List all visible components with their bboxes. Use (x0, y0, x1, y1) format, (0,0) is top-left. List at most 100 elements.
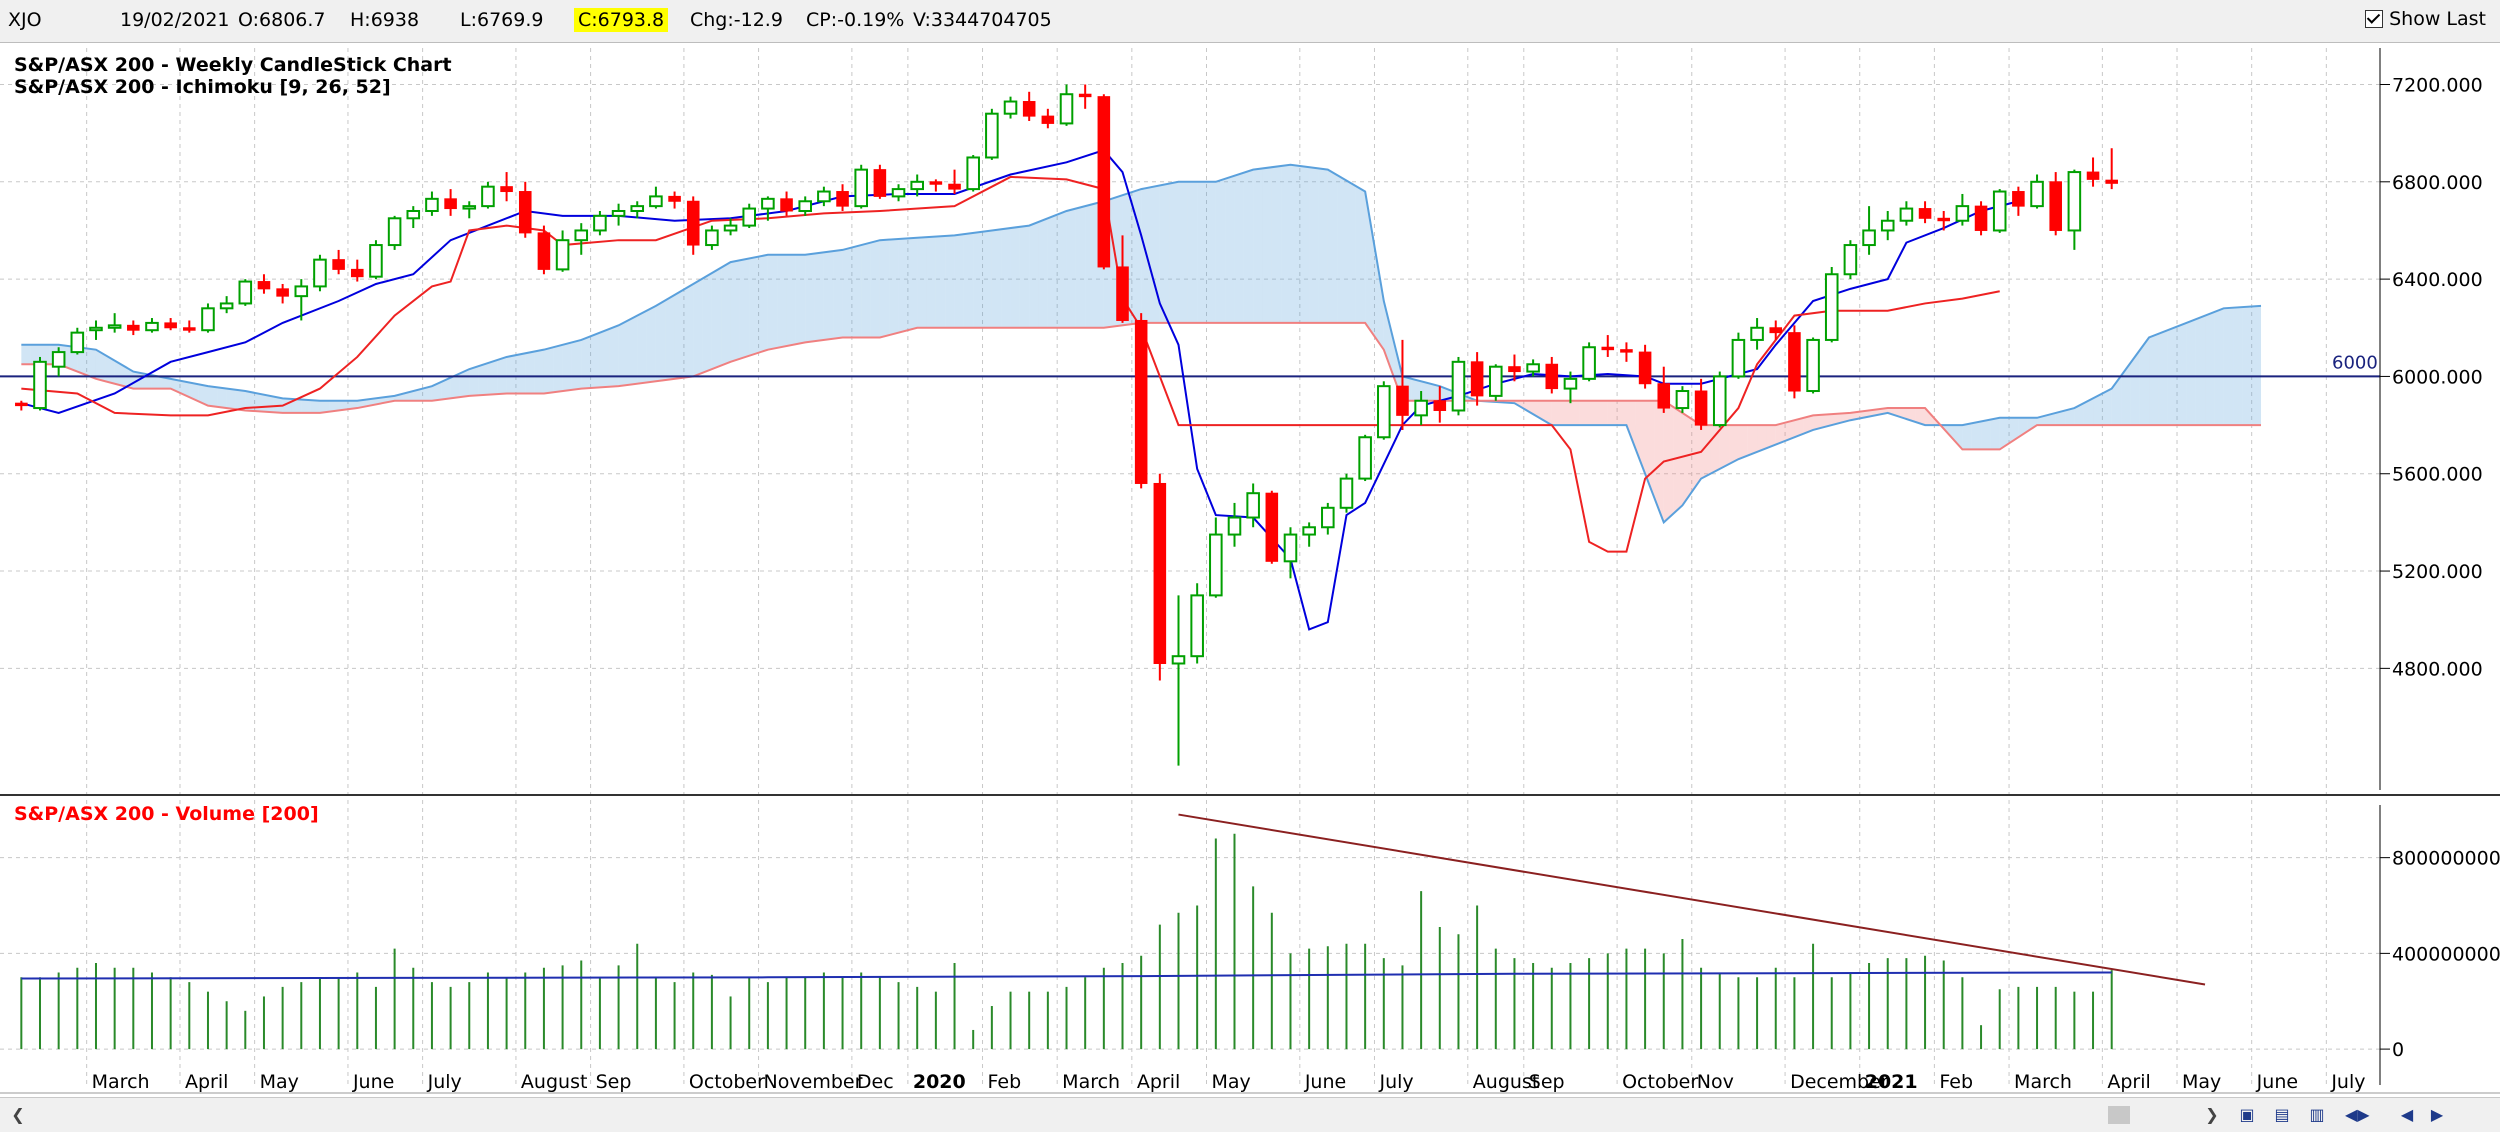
cloud-bull-segment (441, 377, 451, 400)
candle (780, 198, 793, 212)
cloud-bear-segment (1570, 400, 1580, 426)
cloud-bull-segment (301, 399, 311, 413)
cloud-bull-segment (767, 254, 778, 350)
cloud-bull-segment (954, 234, 964, 328)
cloud-bull-segment (1318, 168, 1328, 323)
candle (1022, 101, 1036, 117)
cloud-bull-segment (347, 400, 358, 410)
cloud-bull-segment (273, 396, 283, 413)
checkbox-checked-icon[interactable] (2365, 10, 2384, 28)
volume-panel (20, 813, 2206, 1050)
senkou-span-a (21, 163, 2262, 525)
candle (369, 244, 383, 278)
candle (2067, 171, 2082, 232)
cloud-bull-segment (562, 342, 572, 392)
chart-area[interactable]: 6000 March April May June July August Sep Octob… (0, 43, 2500, 1096)
cloud-bull-segment (851, 245, 862, 338)
cloud-bull-segment (1262, 167, 1272, 323)
cloud-bull-segment (1299, 165, 1310, 323)
candle (1097, 96, 1111, 268)
cloud-bull-segment (2186, 319, 2196, 426)
cloud-bull-segment (189, 382, 199, 402)
cloud-bull-segment (814, 252, 824, 342)
candle (1620, 349, 1633, 353)
candle (1265, 492, 1279, 562)
candle (1582, 346, 1596, 380)
cloud-bull-segment (1327, 169, 1338, 323)
x-tick-label: Feb (988, 1071, 1022, 1093)
cloud-bull-segment (319, 400, 330, 413)
candle (891, 188, 906, 198)
cloud-bull-segment (1159, 183, 1170, 323)
low: L:6769.9 (460, 9, 544, 31)
candle (1806, 338, 1820, 393)
cloud-bull-segment (543, 347, 554, 394)
cloud-bull-segment (935, 235, 946, 328)
cloud-bull-segment (86, 348, 96, 379)
cloud-bear-segment (1626, 400, 1636, 450)
x-tick-label: Sep (596, 1071, 632, 1093)
show-last-checkbox[interactable]: Show Last (2365, 8, 2486, 30)
vol-y-tick-label: 4000000000 (2392, 943, 2500, 965)
cloud-bull-segment (963, 232, 974, 328)
cloud-bull-segment (2027, 417, 2038, 432)
candle (1227, 516, 1242, 536)
kijun-line (21, 175, 2000, 553)
cloud-bull-segment (879, 239, 890, 338)
cloud-bull-segment (627, 315, 638, 385)
cloud-bull-segment (2195, 315, 2206, 426)
cloud-bear-segment (1775, 422, 1786, 445)
cloud-bear-segment (1822, 414, 1832, 428)
toolbar-icon-3[interactable]: ▥ (2309, 1105, 2325, 1124)
close-icon[interactable]: ❮ (11, 1105, 25, 1124)
cloud-bear-segment (1906, 408, 1916, 423)
change: Chg:-12.9 (690, 9, 783, 31)
cloud-bull-segment (870, 240, 880, 338)
candle (836, 191, 849, 207)
candle (948, 183, 961, 190)
cloud-bull-segment (2083, 398, 2094, 426)
candle (294, 285, 309, 298)
candle (1321, 506, 1335, 529)
candle (257, 281, 271, 290)
cloud-bull-segment (907, 237, 918, 331)
candle (107, 324, 122, 329)
cloud-bear-segment (1645, 400, 1655, 499)
y-tick-label: 7200.000 (2392, 74, 2483, 96)
cloud-bull-segment (1281, 164, 1291, 323)
toolbar-icon-1[interactable]: ▣ (2239, 1105, 2255, 1124)
candle (1078, 93, 1092, 98)
cloud-bull-segment (1383, 301, 1394, 376)
cloud-bull-segment (674, 289, 684, 379)
prev-icon[interactable]: ◀ (2400, 1105, 2414, 1124)
candle (649, 195, 663, 208)
first-icon[interactable]: ◀▶ (2345, 1105, 2370, 1124)
cloud-bull-segment (609, 325, 619, 387)
cloud-bull-segment (1953, 425, 1963, 450)
y-tick-label: 6000.000 (2392, 366, 2483, 388)
x-tick-label: July (2330, 1071, 2365, 1093)
cloud-bull-segment (2046, 412, 2056, 426)
candle (1545, 363, 1559, 390)
candle (593, 214, 607, 232)
cloud-bull-segment (618, 320, 628, 387)
candle (238, 280, 253, 305)
cloud-bull-segment (329, 400, 339, 412)
tenkan-line (21, 149, 2019, 631)
toolbar-icon-2[interactable]: ▤ (2274, 1105, 2290, 1124)
candles (15, 84, 2118, 766)
candle (1153, 482, 1167, 664)
cloud-bull-segment (2214, 308, 2224, 426)
scroll-thumb[interactable] (2108, 1106, 2130, 1124)
candle (2105, 179, 2118, 184)
x-tick-label: August (1473, 1071, 1540, 1093)
scroll-right-icon[interactable]: ❯ (2205, 1105, 2219, 1124)
candle (1377, 385, 1391, 439)
show-last-label: Show Last (2389, 8, 2486, 30)
cloud-bear-segment (1803, 415, 1814, 434)
candle (1769, 327, 1783, 334)
candle (70, 331, 85, 354)
cloud-bull-segment (1057, 210, 1067, 328)
next-icon[interactable]: ▶ (2430, 1105, 2444, 1124)
cloud-bear-segment (1654, 400, 1664, 523)
